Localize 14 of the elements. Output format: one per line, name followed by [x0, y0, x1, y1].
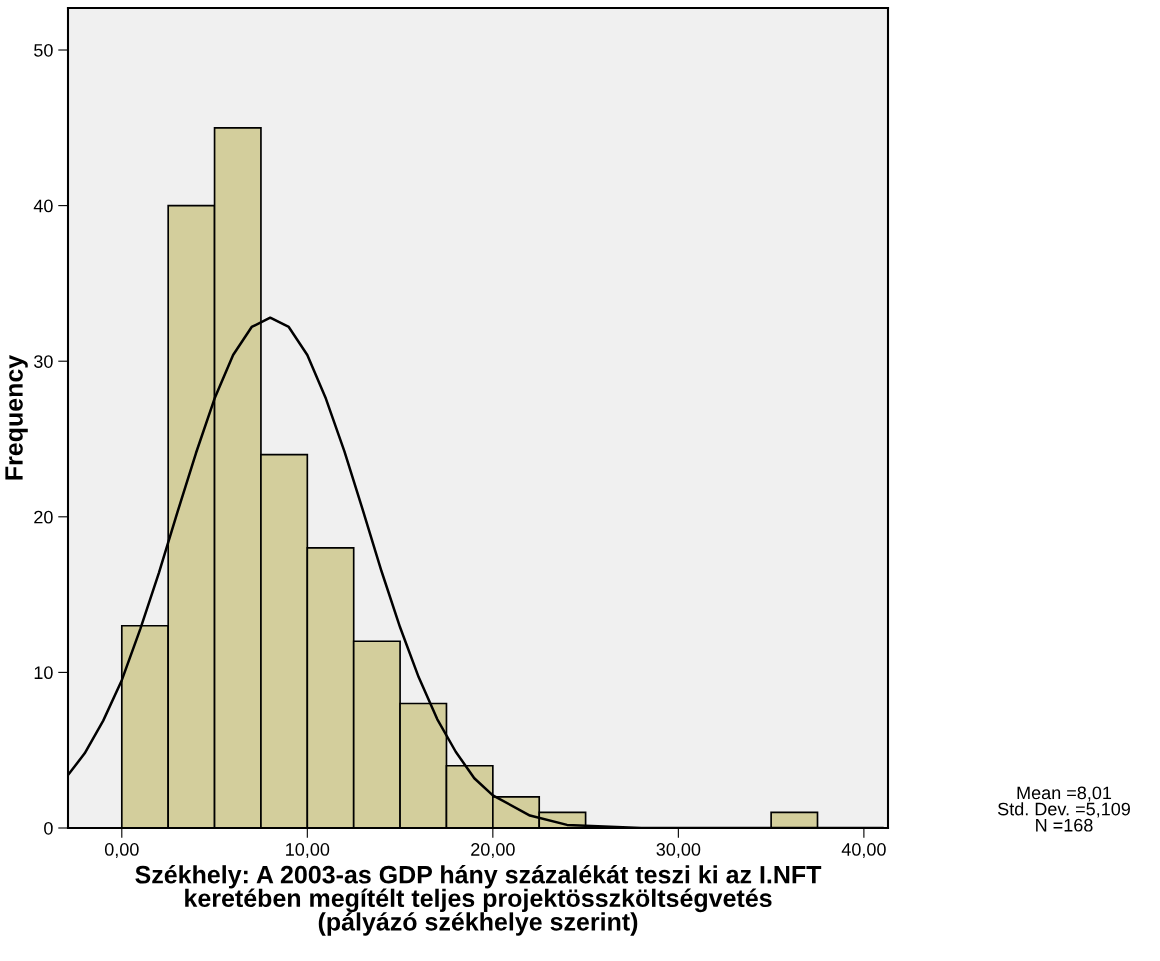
y-tick-label: 0: [44, 821, 53, 835]
x-tick-label: 10,00: [286, 843, 330, 858]
y-tick-label: 10: [34, 666, 53, 680]
y-tick-label: 40: [33, 199, 53, 213]
y-tick-label: 50: [34, 43, 53, 57]
x-tick-label: 0,00: [104, 843, 139, 858]
x-tick-label: 30,00: [656, 843, 701, 858]
y-axis-title: Frequency: [5, 354, 28, 480]
y-tick-label: 20: [34, 510, 53, 524]
x-tick-label: 20,00: [471, 843, 515, 858]
y-tick-label: 30: [34, 355, 53, 368]
x-axis-title: Székhely: A 2003-as GDP hány százalékát teszi ki az I.NFT keretében megítélt teljes projektösszköltségvetés (pályázó székhelye szerint): [135, 864, 822, 936]
text: Mean =8,01 Std. Dev. =5,109 N =168: [997, 786, 1130, 832]
x-tick-label: 40,00: [841, 843, 886, 858]
